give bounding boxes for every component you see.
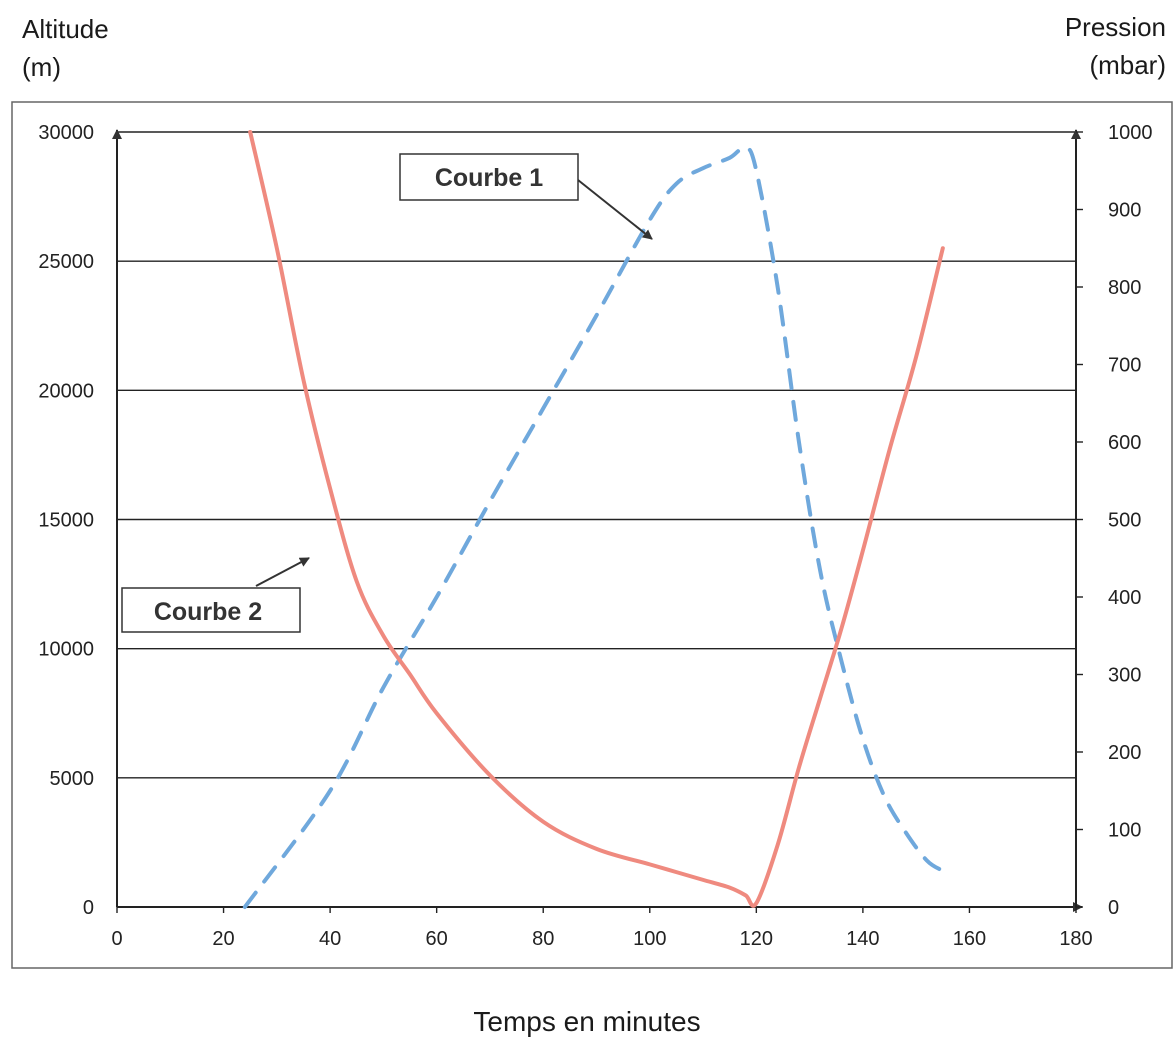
x-tick-label: 160 <box>953 928 986 950</box>
y2-tick-label: 800 <box>1108 277 1141 299</box>
y2-tick-label: 900 <box>1108 200 1141 222</box>
x-tick-label: 80 <box>532 928 554 950</box>
x-tick-label: 40 <box>319 928 341 950</box>
right-axis-title-line2: (mbar) <box>1089 50 1166 80</box>
courbe1-callout-box <box>399 153 579 201</box>
courbe1-callout-label: Courbe 1 <box>435 164 543 192</box>
y2-tick-label: 600 <box>1108 432 1141 454</box>
y-tick-label: 30000 <box>38 122 94 144</box>
x-axis-title: Temps en minutes <box>473 1006 701 1037</box>
y-tick-label: 5000 <box>50 768 95 790</box>
left-axis-title-line1: Altitude <box>22 14 109 44</box>
y2-tick-label: 500 <box>1108 510 1141 532</box>
y2-tick-label: 1000 <box>1108 122 1153 144</box>
y2-tick-label: 700 <box>1108 355 1141 377</box>
right-axis-title: Pression (mbar) <box>1065 8 1166 84</box>
x-tick-label: 140 <box>846 928 879 950</box>
x-tick-label: 20 <box>212 928 234 950</box>
x-tick-label: 180 <box>1059 928 1092 950</box>
courbe2-callout-label: Courbe 2 <box>154 598 262 626</box>
y-tick-label: 25000 <box>38 251 94 273</box>
y2-tick-label: 400 <box>1108 587 1141 609</box>
x-tick-label: 0 <box>111 928 122 950</box>
y-tick-label: 15000 <box>38 510 94 532</box>
x-tick-label: 120 <box>740 928 773 950</box>
y2-tick-label: 300 <box>1108 665 1141 687</box>
left-axis-title-line2: (m) <box>22 52 61 82</box>
y2-tick-label: 100 <box>1108 820 1141 842</box>
courbe2-callout-arrow <box>255 557 310 587</box>
series-line-courbe1 <box>242 145 945 909</box>
y-tick-label: 20000 <box>38 380 94 402</box>
y-tick-label: 0 <box>83 897 94 919</box>
x-tick-label: 100 <box>633 928 666 950</box>
y2-tick-label: 200 <box>1108 742 1141 764</box>
courbe2-callout-box <box>121 587 301 633</box>
plot-frame <box>11 101 1173 969</box>
y-tick-label: 10000 <box>38 639 94 661</box>
series-line-courbe2 <box>248 130 945 908</box>
left-axis-title: Altitude (m) <box>22 10 109 86</box>
y2-tick-label: 0 <box>1108 897 1119 919</box>
x-tick-label: 60 <box>426 928 448 950</box>
courbe1-callout-arrow <box>577 179 653 240</box>
right-axis-title-line1: Pression <box>1064 12 1166 42</box>
